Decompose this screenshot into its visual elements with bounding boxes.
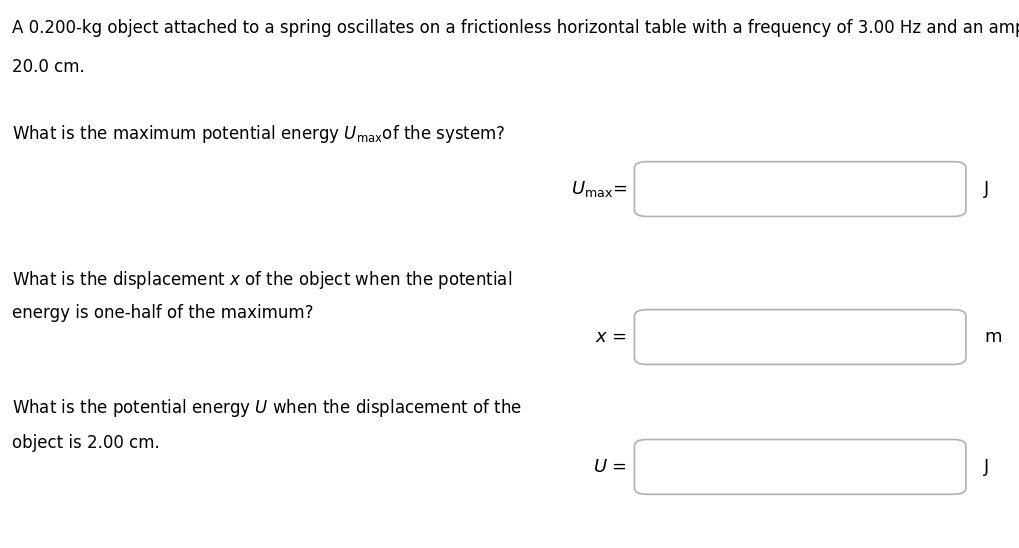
Text: $x$ =: $x$ = [595, 328, 627, 346]
Text: What is the potential energy $U$ when the displacement of the: What is the potential energy $U$ when th… [12, 397, 522, 419]
FancyBboxPatch shape [634, 310, 965, 364]
FancyBboxPatch shape [634, 162, 965, 216]
Text: A 0.200-kg object attached to a spring oscillates on a frictionless horizontal t: A 0.200-kg object attached to a spring o… [12, 19, 1019, 37]
FancyBboxPatch shape [634, 439, 965, 494]
Text: What is the displacement $x$ of the object when the potential: What is the displacement $x$ of the obje… [12, 269, 512, 290]
Text: J: J [983, 458, 988, 476]
Text: J: J [983, 180, 988, 198]
Text: $U$ =: $U$ = [593, 458, 627, 476]
Text: energy is one-half of the maximum?: energy is one-half of the maximum? [12, 304, 314, 322]
Text: m: m [983, 328, 1001, 346]
Text: object is 2.00 cm.: object is 2.00 cm. [12, 434, 160, 452]
Text: 20.0 cm.: 20.0 cm. [12, 58, 85, 76]
Text: $U_{\mathrm{max}}$=: $U_{\mathrm{max}}$= [571, 179, 627, 199]
Text: What is the maximum potential energy $U_{\mathrm{max}}$of the system?: What is the maximum potential energy $U_… [12, 123, 505, 145]
